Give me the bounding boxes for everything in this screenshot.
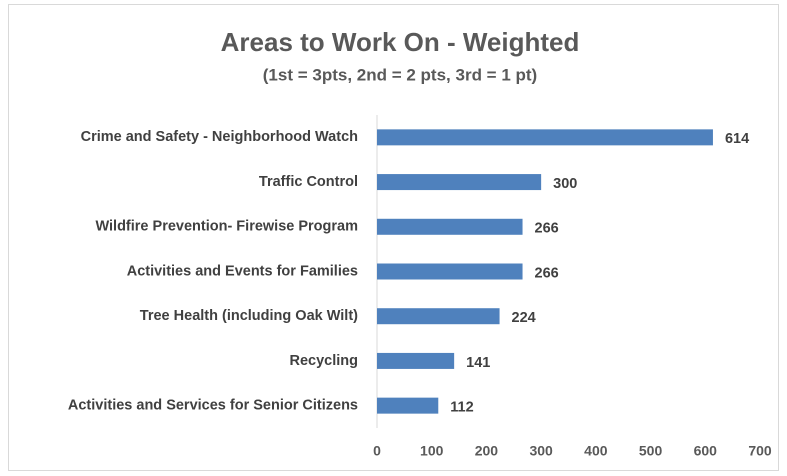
data-label: 112: [450, 399, 473, 415]
y-tick-label: Traffic Control: [259, 174, 358, 190]
x-tick-label: 700: [748, 443, 772, 459]
x-tick-label: 200: [475, 443, 499, 459]
data-label: 224: [512, 310, 536, 326]
x-tick-label: 500: [639, 443, 663, 459]
x-tick-label: 0: [373, 443, 381, 459]
chart-border: [8, 4, 779, 471]
data-label: 141: [466, 355, 490, 371]
data-label: 266: [535, 221, 559, 237]
x-tick-label: 400: [584, 443, 608, 459]
bar: [377, 352, 455, 369]
bar: [377, 129, 713, 146]
bar: [377, 263, 523, 280]
y-tick-label: Tree Health (including Oak Wilt): [140, 308, 358, 324]
bar: [377, 218, 523, 235]
y-tick-label: Crime and Safety - Neighborhood Watch: [81, 129, 358, 145]
data-label: 300: [553, 176, 577, 192]
x-tick-label: 300: [529, 443, 553, 459]
x-tick-label: 600: [694, 443, 718, 459]
y-tick-label: Activities and Services for Senior Citiz…: [68, 397, 358, 413]
y-tick-label: Recycling: [290, 353, 359, 369]
bar: [377, 397, 439, 414]
bar: [377, 308, 500, 325]
data-label: 266: [535, 265, 559, 281]
x-tick-label: 100: [420, 443, 444, 459]
chart-subtitle: (1st = 3pts, 2nd = 2 pts, 3rd = 1 pt): [263, 65, 537, 84]
chart-title: Areas to Work On - Weighted: [221, 27, 580, 57]
y-tick-label: Wildfire Prevention- Firewise Program: [95, 219, 358, 235]
y-tick-label: Activities and Events for Families: [127, 263, 358, 279]
bar: [377, 174, 542, 191]
data-label: 614: [725, 131, 749, 147]
